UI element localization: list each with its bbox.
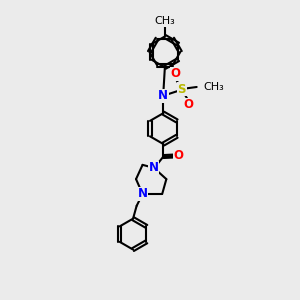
- Text: N: N: [158, 89, 168, 102]
- Text: CH₃: CH₃: [203, 82, 224, 92]
- Text: CH₃: CH₃: [154, 16, 175, 26]
- Text: N: N: [138, 188, 148, 200]
- Text: O: O: [183, 98, 193, 111]
- Text: S: S: [178, 83, 186, 96]
- Text: N: N: [149, 161, 159, 174]
- Text: O: O: [170, 68, 180, 80]
- Text: O: O: [174, 149, 184, 162]
